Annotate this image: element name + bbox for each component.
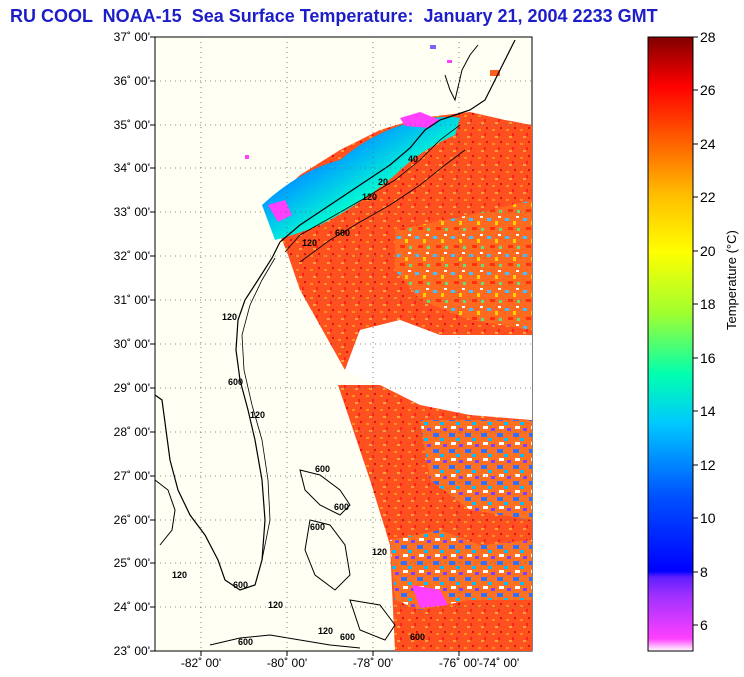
contour-label-600: 600 [410, 632, 425, 642]
sst-patch [490, 70, 500, 76]
lon-label-74: -74˚ 00' [478, 656, 520, 670]
lon-label-76: -76˚ 00' [438, 656, 480, 670]
contour-label-120: 120 [362, 192, 377, 202]
colorbar-label-24: 24 [700, 136, 716, 152]
lat-label-36: 36˚ 00' [113, 74, 150, 88]
lat-label-24: 24˚ 00' [113, 600, 150, 614]
lon-label-80: -80˚ 00' [266, 656, 308, 670]
lat-label-23: 23˚ 00' [113, 644, 150, 658]
lat-label-32: 32˚ 00' [113, 249, 150, 263]
lat-label-33: 33˚ 00' [113, 205, 150, 219]
colorbar-label-14: 14 [700, 403, 716, 419]
lat-label-26: 26˚ 00' [113, 513, 150, 527]
sst-cloud-mixed-north [395, 200, 532, 330]
isobath-600 [299, 149, 466, 263]
colorbar-ticks [693, 36, 698, 626]
map-title: RU COOL NOAA-15 Sea Surface Temperature:… [10, 6, 658, 26]
colorbar-label-12: 12 [700, 457, 716, 473]
contour-label-120: 120 [222, 312, 237, 322]
contour-label-120: 120 [268, 600, 283, 610]
colorbar-label-20: 20 [700, 243, 716, 259]
contour-label-600: 600 [335, 228, 350, 238]
sst-patch [245, 155, 249, 159]
sst-patch [430, 45, 436, 49]
lat-label-35: 35˚ 00' [113, 118, 150, 132]
colorbar-label-18: 18 [700, 296, 716, 312]
contour-label-600: 600 [310, 522, 325, 532]
lat-label-27: 27˚ 00' [113, 469, 150, 483]
sst-magenta-patch-carolina [268, 200, 292, 222]
lat-label-28: 28˚ 00' [113, 425, 150, 439]
isobath-120-florida [241, 257, 276, 561]
contour-label-20: 20 [378, 177, 388, 187]
carolina-coastline [279, 39, 516, 243]
contour-label-40: 40 [408, 154, 418, 164]
colorbar-title: Temperature (°C) [724, 230, 739, 330]
lat-label-25: 25˚ 00' [113, 556, 150, 570]
outer-banks [444, 44, 479, 102]
contour-label-120: 120 [250, 410, 265, 420]
frame-ticks [150, 36, 460, 656]
contour-label-120: 120 [318, 626, 333, 636]
colorbar-label-6: 6 [700, 617, 708, 633]
contour-label-600: 600 [315, 464, 330, 474]
lat-label-34: 34˚ 00' [113, 161, 150, 175]
contour-label-600: 600 [233, 580, 248, 590]
sst-cloud-mixed-south [420, 420, 532, 520]
lon-label-78: -78˚ 00' [352, 656, 394, 670]
colorbar-label-22: 22 [700, 189, 716, 205]
contour-label-600: 600 [228, 377, 243, 387]
colorbar-label-28: 28 [700, 29, 716, 45]
colorbar-label-10: 10 [700, 510, 716, 526]
sst-magenta-patch-south [412, 585, 448, 608]
lat-label-37: 37˚ 00' [113, 30, 150, 44]
sst-cloud-gap [345, 320, 532, 420]
lat-label-30: 30˚ 00' [113, 337, 150, 351]
isobath-120 [284, 124, 461, 253]
lon-label-82: -82˚ 00' [180, 656, 222, 670]
colorbar-label-26: 26 [700, 82, 716, 98]
contour-label-600: 600 [340, 632, 355, 642]
sst-patch [447, 60, 452, 63]
cuba-coastline [209, 634, 361, 649]
contour-label-120: 120 [172, 570, 187, 580]
lat-label-29: 29˚ 00' [113, 381, 150, 395]
bahamas-banks [299, 469, 396, 641]
contour-label-600: 600 [238, 637, 253, 647]
contour-label-600: 600 [334, 502, 349, 512]
colorbar-label-16: 16 [700, 350, 716, 366]
gulf-coastline [155, 479, 176, 546]
colorbar-label-8: 8 [700, 564, 708, 580]
contour-label-120: 120 [302, 238, 317, 248]
sst-magenta-patch-north [400, 112, 440, 128]
contour-label-120: 120 [372, 547, 387, 557]
lat-label-31: 31˚ 00' [113, 293, 150, 307]
colorbar [647, 36, 694, 652]
